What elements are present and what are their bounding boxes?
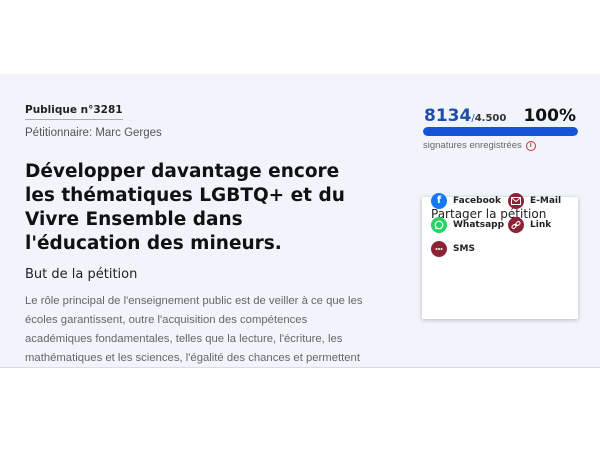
share-facebook-button[interactable]: f Facebook bbox=[431, 193, 501, 209]
share-card: Partager la pétition f Facebook E-Mail W… bbox=[422, 193, 578, 319]
share-email-button[interactable]: E-Mail bbox=[508, 193, 561, 209]
goal-text: Le rôle principal de l'enseignement publ… bbox=[25, 295, 363, 364]
signature-progress-bar bbox=[423, 127, 578, 136]
share-facebook-label: Facebook bbox=[453, 196, 501, 206]
goal-heading: But de la pétition bbox=[25, 267, 138, 282]
signature-progress-fill bbox=[423, 127, 578, 136]
sms-icon bbox=[431, 241, 447, 257]
info-icon[interactable]: i bbox=[525, 140, 536, 151]
mail-icon bbox=[508, 193, 524, 209]
signature-percent: 100% bbox=[523, 106, 576, 126]
count-separator: / bbox=[471, 113, 475, 124]
share-whatsapp-button[interactable]: Whatsapp bbox=[431, 217, 504, 233]
petition-title: Développer davantage encore les thématiq… bbox=[25, 161, 345, 254]
share-sms-button[interactable]: SMS bbox=[431, 241, 475, 257]
whatsapp-icon bbox=[431, 217, 447, 233]
signatures-label-row: signatures enregistrées i bbox=[423, 140, 536, 151]
signature-count-value: 8134 bbox=[424, 106, 472, 126]
petition-panel: Publique n°3281 Pétitionnaire: Marc Gerg… bbox=[0, 74, 600, 368]
share-link-button[interactable]: Link bbox=[508, 217, 551, 233]
link-icon bbox=[508, 217, 524, 233]
signatures-label: signatures enregistrées bbox=[423, 140, 522, 151]
signature-count: 8134/4.500 bbox=[424, 106, 506, 126]
share-sms-label: SMS bbox=[453, 244, 475, 254]
share-link-label: Link bbox=[530, 220, 552, 230]
share-email-label: E-Mail bbox=[530, 196, 562, 206]
facebook-icon: f bbox=[431, 193, 447, 209]
petitioner-name: Pétitionnaire: Marc Gerges bbox=[25, 127, 162, 139]
publication-label: Publique n°3281 bbox=[25, 104, 123, 120]
share-whatsapp-label: Whatsapp bbox=[453, 220, 505, 230]
signature-target: 4.500 bbox=[474, 113, 507, 124]
